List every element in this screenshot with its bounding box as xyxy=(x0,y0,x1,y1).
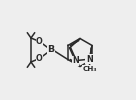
Text: O: O xyxy=(36,37,43,46)
Text: O: O xyxy=(36,54,43,63)
Text: N: N xyxy=(86,55,93,64)
Text: B: B xyxy=(47,46,55,54)
Text: CH₃: CH₃ xyxy=(82,66,97,72)
Text: N: N xyxy=(72,56,79,65)
